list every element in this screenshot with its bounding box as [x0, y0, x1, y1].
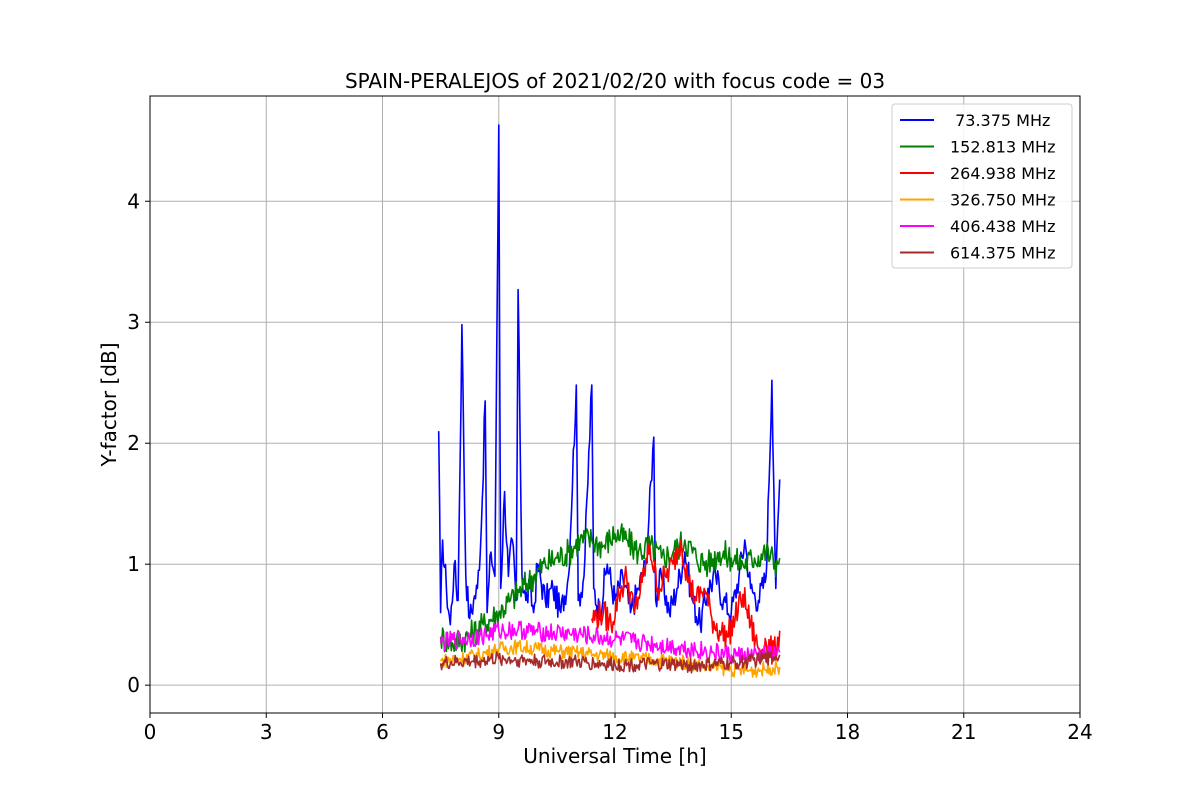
- series-line: [439, 620, 781, 666]
- y-tick-label: 0: [127, 673, 140, 697]
- legend-label: 326.750 MHz: [950, 191, 1055, 210]
- series-line: [439, 639, 781, 678]
- x-axis-label: Universal Time [h]: [523, 744, 706, 768]
- legend-label: 406.438 MHz: [950, 217, 1055, 236]
- chart-title: SPAIN-PERALEJOS of 2021/02/20 with focus…: [345, 69, 885, 93]
- y-tick-label: 1: [127, 552, 140, 576]
- x-tick-label: 9: [492, 720, 505, 744]
- y-tick-label: 3: [127, 310, 140, 334]
- series-line: [591, 539, 781, 665]
- x-tick-label: 15: [719, 720, 744, 744]
- legend-box: [891, 103, 1073, 269]
- legend-label: 264.938 MHz: [950, 164, 1055, 183]
- series-line: [437, 124, 781, 634]
- legend-label: 614.375 MHz: [950, 244, 1055, 263]
- series-lines: [437, 124, 781, 678]
- x-tick-label: 24: [1067, 720, 1092, 744]
- legend-label: 73.375 MHz: [950, 111, 1050, 130]
- x-tick-label: 18: [835, 720, 860, 744]
- x-tick-label: 21: [951, 720, 976, 744]
- y-tick-label: 4: [127, 189, 140, 213]
- x-tick-label: 12: [602, 720, 627, 744]
- y-tick-label: 2: [127, 431, 140, 455]
- y-axis-label: Y-factor [dB]: [97, 342, 121, 467]
- x-tick-label: 3: [260, 720, 273, 744]
- legend-label: 152.813 MHz: [950, 138, 1055, 157]
- x-tick-label: 0: [144, 720, 157, 744]
- series-line: [439, 649, 781, 674]
- series-line: [439, 523, 781, 653]
- legend: 73.375 MHz 152.813 MHz 264.938 MHz 326.750 …: [891, 103, 1073, 269]
- x-tick-label: 6: [376, 720, 389, 744]
